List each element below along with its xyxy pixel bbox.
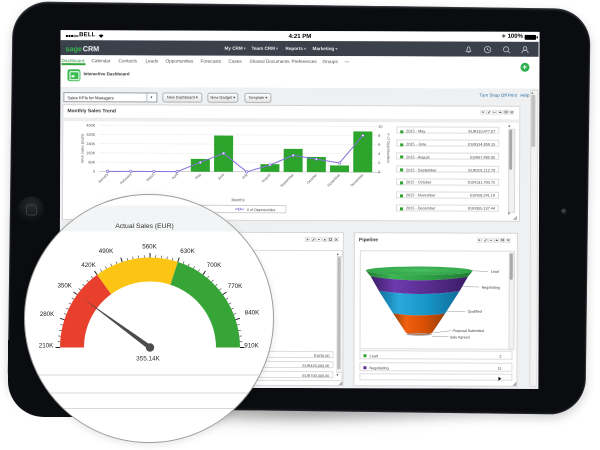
svg-text:700K: 700K bbox=[207, 262, 222, 269]
svg-text:840K: 840K bbox=[245, 309, 260, 316]
svg-text:Negotiating: Negotiating bbox=[482, 285, 500, 289]
svg-text:June: June bbox=[217, 172, 225, 180]
svg-text:8: 8 bbox=[378, 133, 380, 137]
svg-text:6: 6 bbox=[378, 142, 380, 146]
svg-text:Sale Agreed: Sale Agreed bbox=[450, 335, 470, 339]
svg-text:910K: 910K bbox=[244, 342, 259, 349]
svg-text:August: August bbox=[261, 172, 272, 183]
svg-text:Months: Months bbox=[231, 197, 244, 202]
svg-text:# of Opportunities: # of Opportunities bbox=[247, 208, 276, 212]
svg-text:490K: 490K bbox=[99, 248, 114, 255]
svg-text:Lead: Lead bbox=[491, 269, 499, 273]
svg-text:February: February bbox=[119, 172, 132, 185]
svg-text:March: March bbox=[146, 172, 156, 182]
svg-text:December: December bbox=[350, 172, 365, 187]
svg-text:0: 0 bbox=[93, 169, 95, 173]
svg-text:January: January bbox=[97, 172, 109, 184]
svg-text:October: October bbox=[306, 172, 318, 184]
svg-text:Won sales (EUR): Won sales (EUR) bbox=[81, 132, 85, 162]
svg-text:April: April bbox=[171, 172, 179, 180]
svg-text:630K: 630K bbox=[180, 248, 195, 255]
svg-text:Proposal Submitted: Proposal Submitted bbox=[453, 328, 484, 332]
svg-text:355.14K: 355.14K bbox=[136, 355, 161, 362]
svg-text:September: September bbox=[280, 172, 296, 188]
svg-text:2: 2 bbox=[378, 160, 380, 164]
svg-text:November: November bbox=[327, 172, 342, 187]
svg-text:350K: 350K bbox=[57, 282, 72, 289]
svg-text:Actual Sales (EUR): Actual Sales (EUR) bbox=[115, 223, 174, 230]
svg-text:770K: 770K bbox=[228, 283, 243, 290]
svg-text:10: 10 bbox=[378, 124, 382, 128]
svg-text:July: July bbox=[241, 172, 248, 179]
svg-text:0: 0 bbox=[378, 170, 380, 174]
svg-text:4: 4 bbox=[378, 151, 380, 155]
svg-text:Qualified: Qualified bbox=[468, 309, 482, 313]
svg-text:# of Opportunities: # of Opportunities bbox=[386, 133, 390, 163]
svg-text:400K: 400K bbox=[86, 123, 95, 127]
svg-text:280K: 280K bbox=[40, 311, 55, 318]
svg-text:80K: 80K bbox=[88, 160, 95, 164]
svg-text:May: May bbox=[194, 172, 202, 180]
svg-text:240K: 240K bbox=[86, 142, 95, 146]
svg-text:160K: 160K bbox=[86, 151, 95, 155]
svg-text:320K: 320K bbox=[86, 132, 95, 136]
svg-text:560K: 560K bbox=[142, 243, 157, 250]
svg-text:420K: 420K bbox=[81, 262, 96, 269]
svg-text:210K: 210K bbox=[39, 342, 54, 349]
